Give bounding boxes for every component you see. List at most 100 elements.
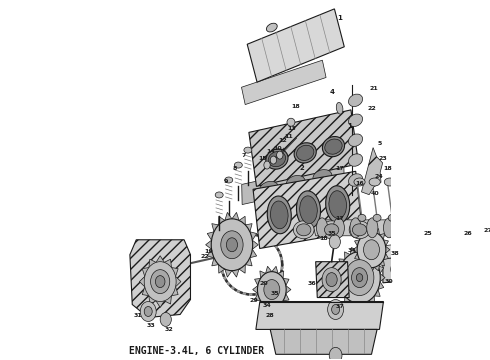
Polygon shape	[270, 329, 377, 354]
Ellipse shape	[373, 214, 381, 221]
Circle shape	[257, 272, 286, 307]
Text: 9: 9	[224, 179, 228, 184]
Text: 36: 36	[308, 280, 317, 285]
Polygon shape	[242, 162, 344, 204]
Ellipse shape	[296, 145, 314, 161]
Ellipse shape	[268, 152, 286, 167]
Text: 16: 16	[356, 181, 364, 186]
Ellipse shape	[350, 218, 361, 238]
Ellipse shape	[354, 178, 365, 186]
Ellipse shape	[348, 134, 363, 147]
Circle shape	[144, 262, 176, 302]
Text: 18: 18	[319, 236, 328, 241]
Text: 1: 1	[347, 123, 352, 129]
Ellipse shape	[234, 162, 243, 168]
Text: 17: 17	[336, 216, 344, 221]
Ellipse shape	[321, 221, 342, 239]
Text: 12: 12	[278, 138, 287, 143]
Polygon shape	[242, 60, 326, 104]
Text: 34: 34	[347, 248, 356, 253]
Ellipse shape	[326, 186, 350, 224]
Polygon shape	[353, 227, 390, 273]
Text: 19: 19	[204, 249, 213, 254]
Ellipse shape	[358, 214, 366, 221]
Text: 2: 2	[300, 165, 304, 171]
Polygon shape	[312, 220, 399, 236]
Ellipse shape	[333, 218, 344, 238]
Polygon shape	[380, 232, 490, 259]
Ellipse shape	[473, 254, 486, 266]
Text: 35: 35	[270, 291, 279, 296]
Ellipse shape	[421, 260, 434, 272]
Circle shape	[322, 268, 341, 292]
Polygon shape	[247, 9, 344, 82]
Ellipse shape	[403, 214, 412, 221]
Ellipse shape	[225, 177, 233, 183]
Ellipse shape	[287, 118, 295, 126]
Text: 25: 25	[423, 231, 432, 236]
Polygon shape	[316, 262, 349, 298]
Polygon shape	[253, 171, 363, 248]
Ellipse shape	[384, 218, 394, 238]
Text: 7: 7	[242, 153, 246, 158]
Circle shape	[140, 302, 156, 321]
Polygon shape	[362, 148, 383, 195]
Ellipse shape	[324, 224, 339, 236]
Text: 14: 14	[266, 149, 275, 154]
Text: 40: 40	[371, 191, 379, 196]
Ellipse shape	[325, 139, 342, 154]
Ellipse shape	[296, 224, 311, 236]
Ellipse shape	[296, 191, 320, 229]
Text: 10: 10	[273, 146, 282, 151]
Ellipse shape	[294, 221, 314, 239]
Polygon shape	[206, 212, 258, 277]
Ellipse shape	[348, 94, 363, 107]
Text: 17: 17	[336, 166, 344, 171]
Circle shape	[339, 252, 380, 303]
Circle shape	[226, 238, 238, 252]
Circle shape	[270, 156, 276, 164]
Circle shape	[351, 268, 368, 288]
Ellipse shape	[270, 201, 288, 229]
Ellipse shape	[391, 259, 412, 279]
Text: 37: 37	[336, 303, 344, 309]
Text: 26: 26	[463, 231, 472, 236]
Circle shape	[332, 305, 340, 315]
Ellipse shape	[349, 221, 370, 239]
Ellipse shape	[348, 154, 363, 166]
Polygon shape	[383, 245, 490, 283]
Text: ENGINE-3.4L, 6 CYLINDER: ENGINE-3.4L, 6 CYLINDER	[128, 346, 264, 356]
Text: 27: 27	[483, 228, 490, 233]
Ellipse shape	[348, 114, 363, 126]
Text: 31: 31	[134, 314, 143, 319]
Polygon shape	[256, 302, 384, 329]
Text: 5: 5	[377, 141, 381, 146]
Circle shape	[329, 347, 342, 360]
Circle shape	[264, 161, 270, 169]
Text: 18: 18	[384, 166, 392, 171]
Circle shape	[329, 235, 341, 249]
Text: 34: 34	[262, 302, 271, 307]
Text: 28: 28	[266, 314, 274, 319]
Ellipse shape	[244, 147, 252, 153]
Circle shape	[155, 276, 165, 288]
Text: 4: 4	[330, 89, 335, 95]
Text: 30: 30	[385, 279, 393, 284]
Ellipse shape	[313, 170, 332, 184]
Polygon shape	[130, 240, 191, 318]
Ellipse shape	[417, 256, 438, 276]
Circle shape	[150, 270, 170, 293]
Circle shape	[364, 240, 379, 260]
Ellipse shape	[388, 214, 396, 221]
Text: 15: 15	[258, 156, 267, 161]
Ellipse shape	[399, 178, 411, 186]
Ellipse shape	[329, 191, 346, 219]
Text: 18: 18	[291, 104, 300, 109]
Ellipse shape	[215, 192, 223, 198]
Circle shape	[211, 219, 253, 271]
Ellipse shape	[322, 136, 344, 157]
Ellipse shape	[447, 257, 460, 269]
Polygon shape	[334, 246, 385, 310]
Polygon shape	[249, 110, 359, 186]
Ellipse shape	[348, 174, 363, 186]
